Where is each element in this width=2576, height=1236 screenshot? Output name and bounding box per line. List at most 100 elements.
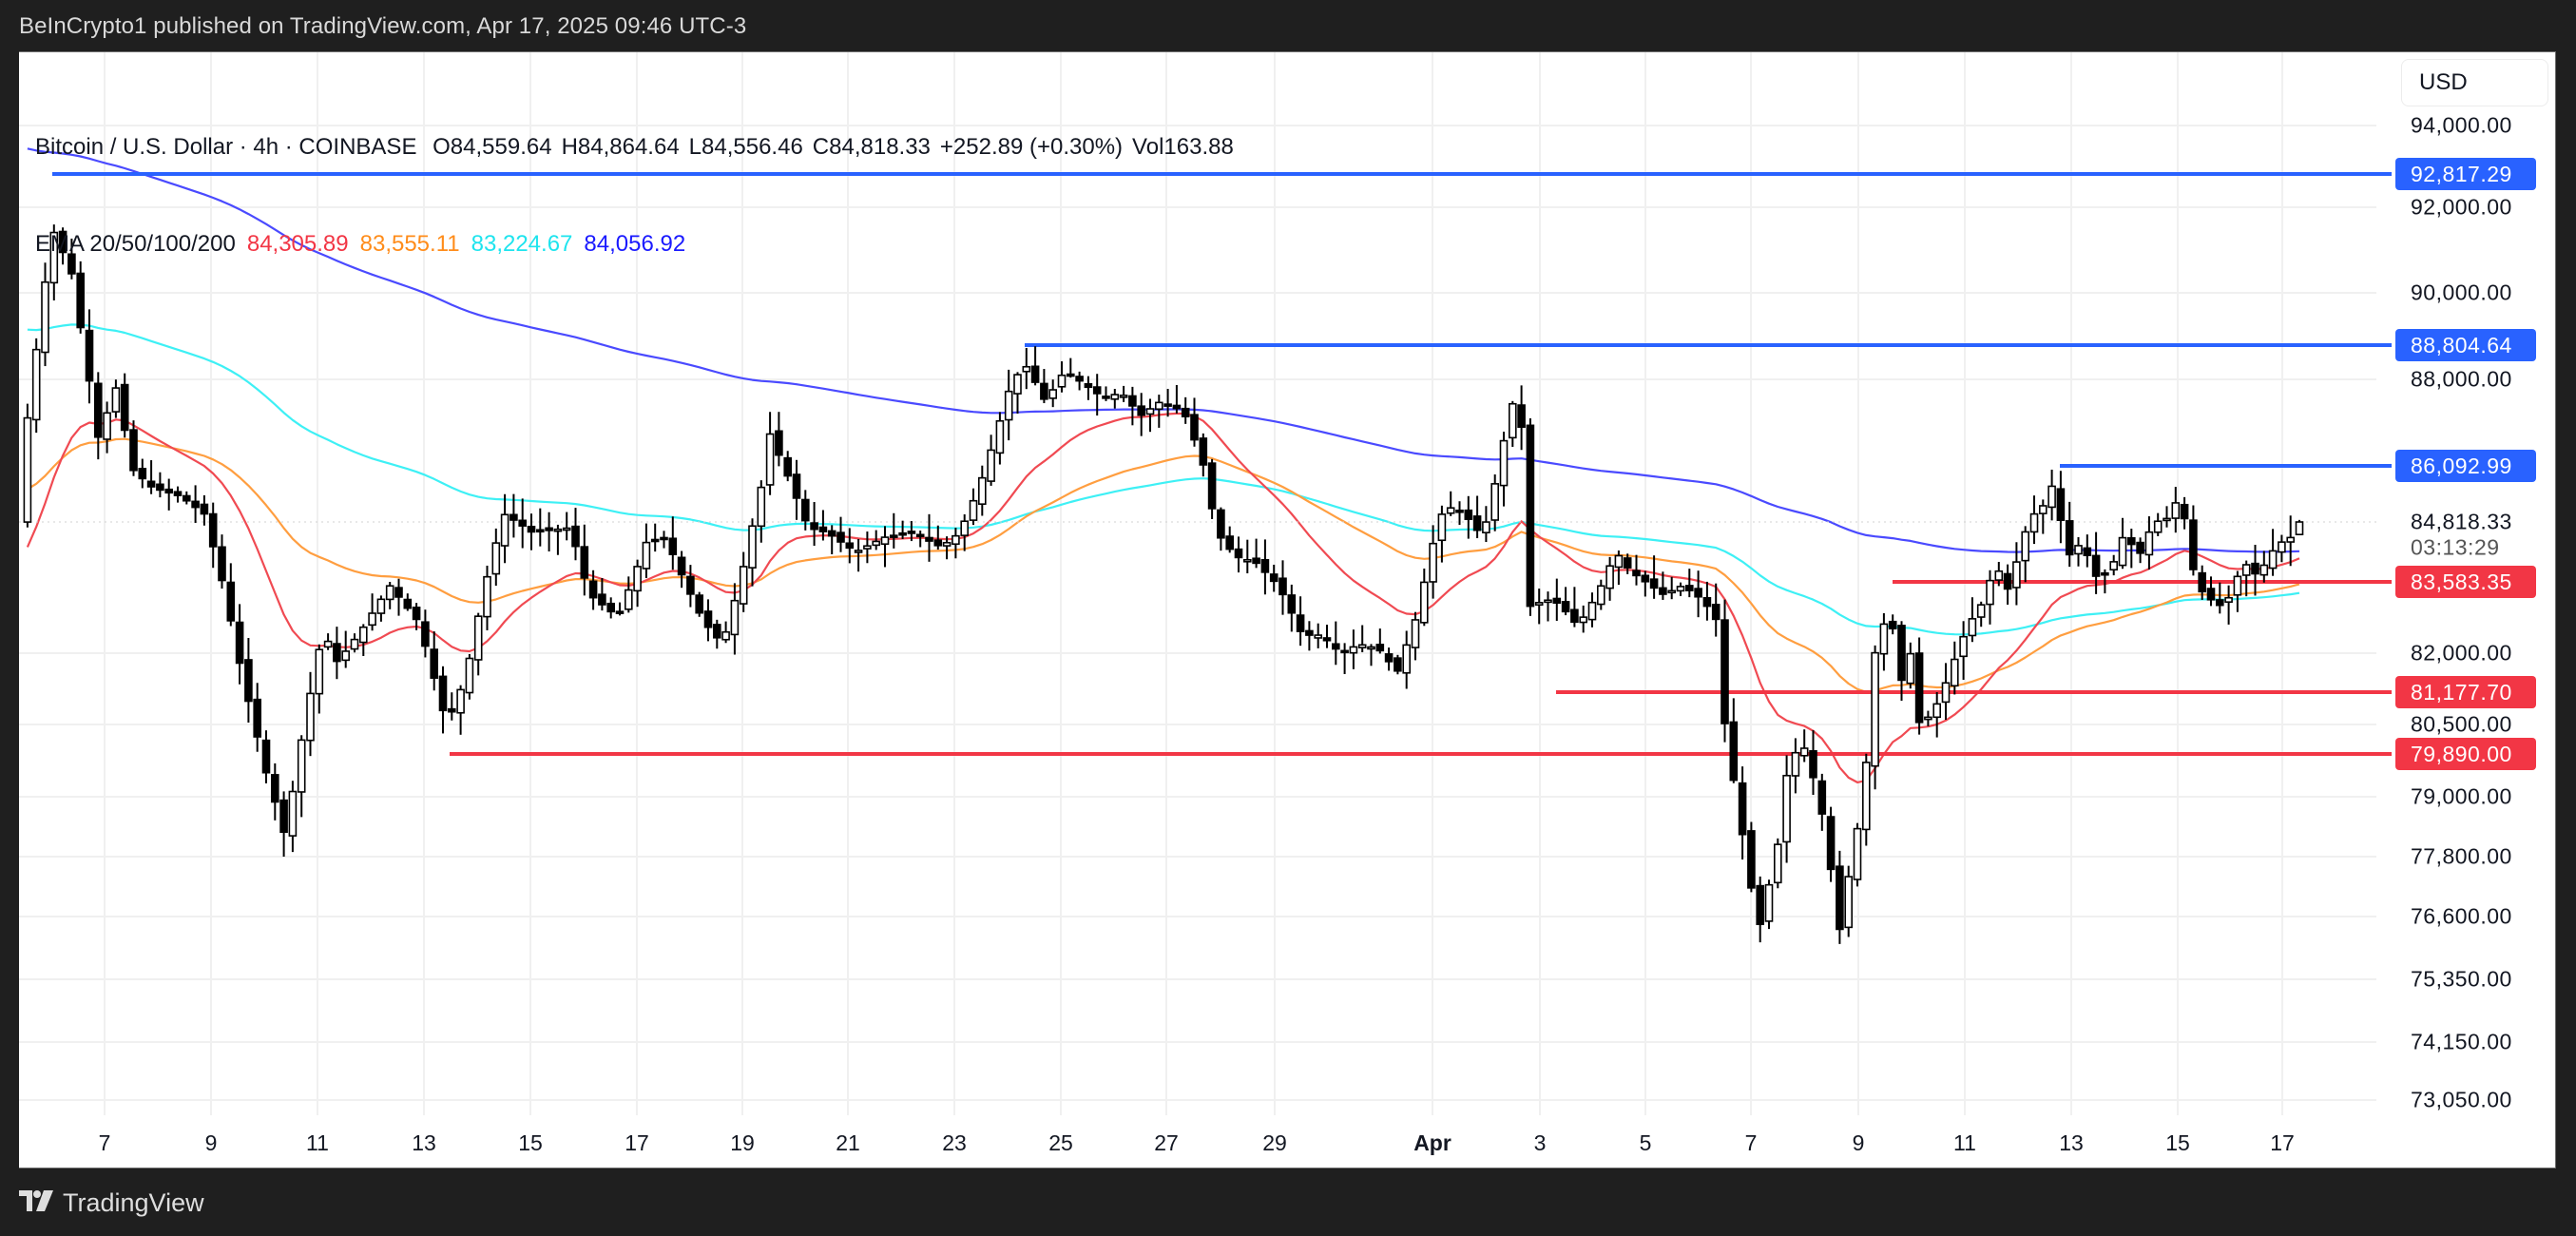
candle-up [2233,575,2242,596]
candle-down [1207,462,1217,510]
candle-up [624,589,633,610]
candle-down [775,430,783,456]
candle-up [1534,602,1544,606]
candle-down [545,527,553,531]
candle-up [952,534,960,546]
candle-up [1110,394,1120,400]
candle-down [1729,721,1739,782]
candle-up [1994,570,2004,581]
candle-down [85,329,94,382]
candle-down [668,537,678,555]
ohlc-row: Bitcoin / U.S. Dollar · 4h · COINBASE O8… [35,131,1243,164]
symbol-title[interactable]: Bitcoin / U.S. Dollar · 4h · COINBASE [35,134,417,160]
candle-down [1685,585,1694,591]
candle-up [2021,531,2029,562]
candle-down [677,556,686,576]
candle-down [1172,404,1182,410]
candle-up [942,541,952,547]
candle-up [1986,579,1994,606]
candle-up [1605,565,1614,589]
time-tick-label: 25 [1048,1130,1073,1155]
candle-up [1349,646,1358,654]
candle-down [907,531,916,534]
candle-down [1888,620,1897,630]
candle-up [465,657,474,694]
candle-up [49,231,59,284]
candle-down [1040,382,1048,400]
candle-up [1587,601,1597,621]
candle-down [1102,396,1110,399]
candle-up [1968,618,1977,637]
candle-up [2224,596,2233,603]
candle-up [2012,561,2021,589]
candle-up [1048,389,1057,399]
candle-down [270,774,279,803]
time-tick-label: 5 [1639,1130,1652,1155]
candle-down [1394,657,1402,672]
candle-down [1738,782,1747,836]
candle-down [1278,577,1287,596]
ohlc-open: O84,559.64 [433,134,552,160]
candle-down [1287,594,1297,614]
candle-down [1721,619,1729,724]
candle-up [1879,623,1889,655]
ohlc-close: C84,818.33 [812,134,931,160]
price-tick-label: 77,800.00 [2411,843,2512,869]
candle-down [2251,562,2259,575]
candle-down [1190,414,1199,441]
candle-up [757,486,766,528]
candle-up [350,638,359,650]
time-tick-label: 11 [306,1130,329,1155]
time-tick-label: 27 [1154,1130,1179,1155]
candle-down [518,519,528,527]
currency-button[interactable]: USD [2401,59,2548,106]
candle-down [1305,629,1314,636]
candle-down [1225,535,1234,550]
time-tick-label: 7 [1744,1130,1758,1155]
candle-down [1897,625,1906,682]
candle-down [58,230,67,254]
price-change: +252.89 (+0.30%) [939,134,1124,160]
candle-down [1472,515,1482,531]
candle-down [827,530,836,537]
time-tick-label: 9 [204,1130,218,1155]
candle-down [2091,554,2101,577]
candle-up [1411,619,1420,648]
candle-down [915,533,925,538]
candle-up [765,433,775,486]
candle-down [1322,637,1332,642]
candle-up [748,525,757,569]
candle-down [1526,424,1535,608]
candle-down [2189,519,2198,570]
time-tick-label: 11 [1953,1130,1976,1155]
time-tick-label: 19 [730,1130,755,1155]
candle-down [94,382,103,438]
candle-up [1544,599,1552,604]
candle-down [800,498,810,522]
candle-up [1499,439,1509,487]
ema-row: EMA 20/50/100/200 84,305.89 83,555.11 83,22… [35,228,1243,261]
candle-up [872,540,881,547]
ema-indicator-label[interactable]: EMA 20/50/100/200 [35,231,236,257]
candle-up [1853,827,1862,880]
time-tick-label: 29 [1262,1130,1287,1155]
time-tick-label: 13 [2059,1130,2084,1155]
ema200-value: 84,056.92 [584,231,686,257]
candle-down [1269,573,1278,583]
candle-up [2144,531,2154,556]
candle-down [712,624,721,639]
candle-down [1084,382,1093,389]
candle-up [960,520,970,536]
candle-down [138,468,147,480]
candle-down [1234,548,1243,559]
candle-up [553,528,563,532]
candle-down [2003,572,2012,590]
candle-up [1774,843,1782,884]
candle-down [218,546,226,582]
tradingview-brand[interactable]: TradingView [63,1188,204,1217]
candle-down [1836,865,1844,931]
candle-down [261,739,271,774]
level-badge-support: 79,890.00 [2395,738,2536,770]
candle-down [1163,403,1172,407]
